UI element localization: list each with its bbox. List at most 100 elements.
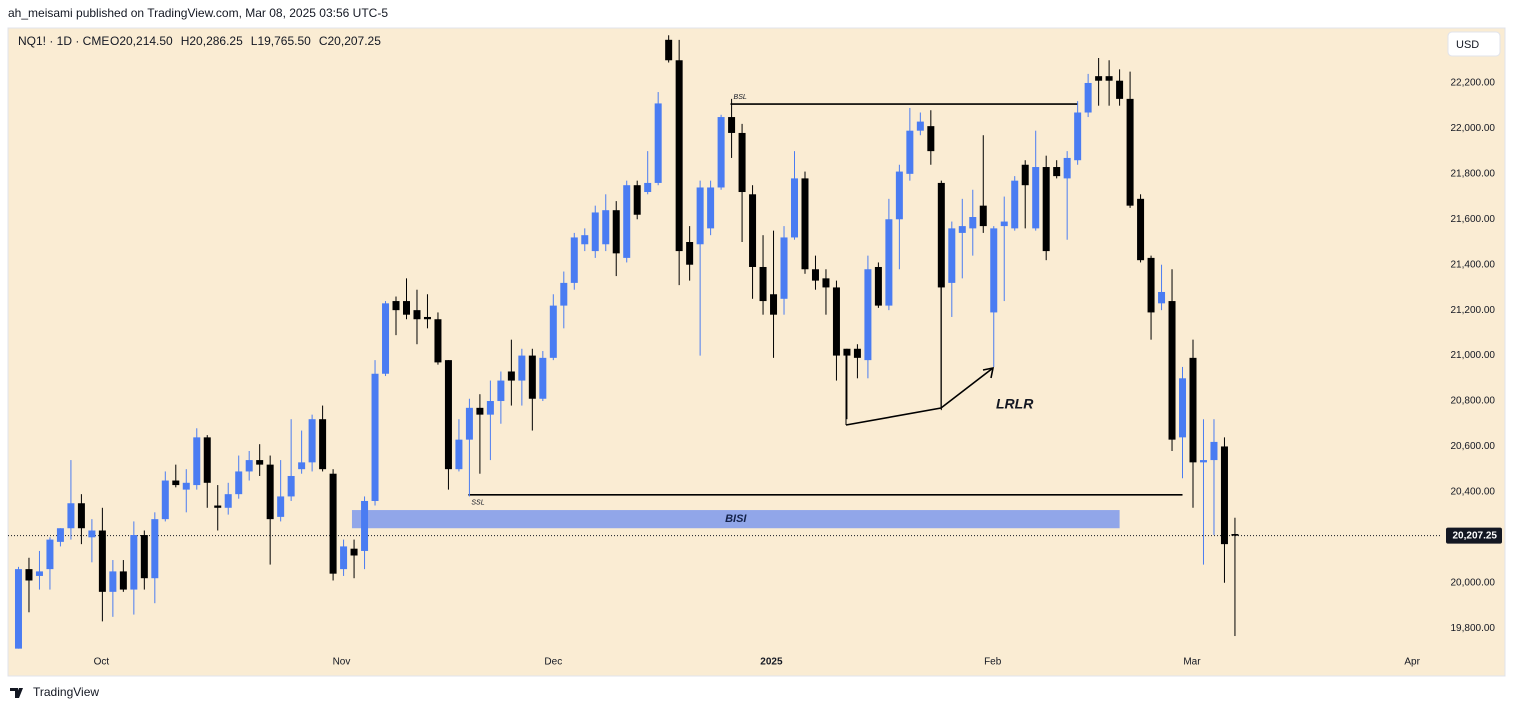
candle-body <box>340 546 348 570</box>
candle-body <box>361 500 369 551</box>
candle-body <box>287 475 295 497</box>
ohlc-value: C20,207.25 <box>319 34 381 48</box>
candle-body <box>927 126 935 152</box>
candle-body <box>1011 180 1019 229</box>
candle-body <box>1084 82 1092 113</box>
candle-body <box>497 380 505 402</box>
candle-body <box>1095 76 1103 81</box>
symbol: NQ1! · 1D · CME <box>18 34 109 48</box>
candle-body <box>67 503 75 529</box>
candle-body <box>256 460 264 465</box>
candle-body <box>1000 221 1008 227</box>
candle-body <box>570 237 578 283</box>
candle-body <box>1220 446 1228 545</box>
candle-body <box>455 439 463 470</box>
candle-body <box>476 407 484 415</box>
x-tick-label: Dec <box>544 657 562 668</box>
candle-body <box>1126 98 1134 206</box>
y-tick-label: 21,400.00 <box>1451 259 1496 270</box>
candle-body <box>161 480 169 520</box>
candle-body <box>402 301 410 315</box>
candle-body <box>665 39 673 61</box>
y-tick-label: 21,200.00 <box>1451 305 1496 316</box>
candle-body <box>298 462 306 470</box>
candle-body <box>1105 76 1113 81</box>
candle-body <box>654 103 662 183</box>
candle-body <box>759 266 767 302</box>
candle-body <box>14 569 22 649</box>
candle-body <box>811 269 819 281</box>
candle-body <box>937 182 945 288</box>
candle-body <box>874 266 882 306</box>
candle-body <box>539 357 547 399</box>
candle-body <box>392 301 400 311</box>
x-tick-label: Oct <box>94 657 110 668</box>
candle-body <box>1053 167 1061 177</box>
candle-body <box>1158 291 1166 304</box>
candle-body <box>780 237 788 299</box>
candle-body <box>832 287 840 356</box>
candle-body <box>633 185 641 215</box>
candle-body <box>591 212 599 252</box>
candle-body <box>885 219 893 306</box>
candle-body <box>193 437 201 486</box>
y-tick-label: 22,200.00 <box>1451 78 1496 89</box>
candle-body <box>791 178 799 238</box>
candle-body <box>465 407 473 440</box>
y-tick-label: 20,400.00 <box>1451 487 1496 498</box>
candle-body <box>88 530 96 538</box>
ohlc-legend: O20,214.50 H20,286.25 L19,765.50 C20,207.25 <box>110 34 381 48</box>
candle-body <box>308 419 316 463</box>
candle-body <box>623 185 631 258</box>
candle-body <box>644 182 652 193</box>
candle-body <box>686 241 694 265</box>
candle-body <box>1231 534 1239 536</box>
candle-body <box>109 571 117 592</box>
candle-body <box>728 117 736 133</box>
candle-body <box>1063 157 1071 179</box>
candle-body <box>151 519 159 579</box>
candle-body <box>1137 198 1145 261</box>
candle-body <box>612 210 620 254</box>
ohlc-value: L19,765.50 <box>251 34 311 48</box>
x-tick-label: Mar <box>1183 657 1201 668</box>
candle-body <box>864 269 872 361</box>
candle-body <box>423 316 431 320</box>
candle-body <box>1168 301 1176 440</box>
candle-body <box>371 373 379 501</box>
attribution: ah_meisami published on TradingView.com,… <box>8 6 388 20</box>
candle-body <box>1042 167 1050 252</box>
candle-body <box>172 480 180 486</box>
candle-body <box>707 187 715 229</box>
currency-button[interactable] <box>1447 31 1501 57</box>
candle-body <box>675 60 683 252</box>
candle-body <box>277 496 285 517</box>
y-tick-label: 21,000.00 <box>1451 350 1496 361</box>
candle-body <box>969 217 977 229</box>
level-label: BSL <box>734 94 747 101</box>
currency[interactable]: USD <box>1456 39 1479 51</box>
candle-body <box>717 117 725 188</box>
brand: TradingView <box>10 685 99 699</box>
y-tick-label: 21,800.00 <box>1451 168 1496 179</box>
candle-body <box>979 205 987 227</box>
candle-body <box>214 505 222 508</box>
y-tick-label: 20,000.00 <box>1451 577 1496 588</box>
candle-body <box>801 178 809 270</box>
candle-body <box>1179 378 1187 438</box>
candle-body <box>77 503 85 529</box>
y-tick-label: 22,000.00 <box>1451 123 1496 134</box>
candle-body <box>1210 441 1218 461</box>
ohlc-value: H20,286.25 <box>181 34 243 48</box>
plot-background <box>7 27 1506 677</box>
candle-body <box>1074 112 1082 161</box>
candle-body <box>140 535 148 579</box>
x-tick-label: 2025 <box>760 657 783 668</box>
candle-body <box>822 278 830 288</box>
candle-body <box>843 348 851 356</box>
brand-name: TradingView <box>33 685 99 699</box>
candle-body <box>895 171 903 220</box>
candle-body <box>486 401 494 415</box>
candle-body <box>98 530 106 592</box>
